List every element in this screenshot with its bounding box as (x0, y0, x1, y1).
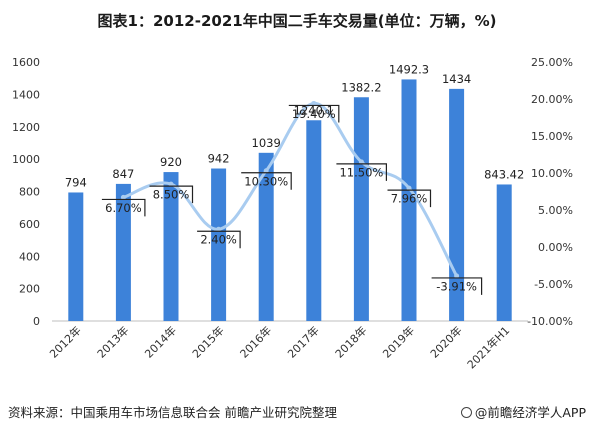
left-axis-tick-label: 1400 (12, 88, 40, 101)
right-axis-tick-label: 25.00% (531, 56, 573, 69)
growth-rate-label: 19.40% (292, 107, 336, 121)
footer: 资料来源：中国乘用车市场信息联合会 前瞻产业研究院整理 @前瞻经济学人APP (0, 396, 594, 429)
bar-value-label: 843.42 (484, 167, 524, 181)
bar (496, 184, 512, 321)
growth-rate-point (263, 168, 269, 174)
right-axis-tick-label: 5.00% (538, 204, 573, 217)
bar-value-label: 847 (112, 167, 134, 181)
growth-rate-point (120, 194, 126, 200)
bar (115, 183, 131, 321)
growth-rate-label: 2.40% (200, 233, 237, 247)
left-axis-tick-label: 1600 (12, 56, 40, 69)
growth-rate-point (358, 159, 364, 165)
growth-label-bracket (288, 104, 340, 123)
x-axis-category-label: 2021年H1 (464, 323, 512, 371)
x-axis-category-label: 2018年 (332, 323, 369, 360)
bar (68, 192, 84, 321)
left-axis-tick-label: 200 (19, 283, 40, 296)
bar-value-label: 1492.3 (389, 62, 429, 76)
growth-rate-label: 8.50% (153, 188, 190, 202)
right-axis-tick-label: 10.00% (531, 167, 573, 180)
bar-value-label: 1039 (252, 136, 281, 150)
bar-value-label: 794 (65, 175, 87, 189)
right-axis-tick-label: -5.00% (534, 278, 573, 291)
right-axis-tick-label: 15.00% (531, 130, 573, 143)
growth-label-bracket (101, 198, 146, 217)
growth-rate-point (311, 100, 317, 106)
growth-rate-label: 10.30% (244, 174, 288, 188)
growth-label-bracket (387, 189, 432, 208)
bar-value-label: 1434 (442, 72, 471, 86)
bar-value-label: 1240.1 (294, 103, 334, 117)
growth-rate-point (216, 226, 222, 232)
right-axis-tick-label: -10.00% (527, 315, 573, 328)
x-axis-category-label: 2019年 (380, 323, 417, 360)
right-axis-tick-label: 0.00% (538, 241, 573, 254)
bar-value-label: 1382.2 (341, 80, 381, 94)
growth-rate-point (454, 273, 460, 279)
growth-label-bracket (241, 172, 292, 190)
bar (449, 88, 465, 321)
left-axis-tick-label: 1200 (12, 121, 40, 134)
growth-label-bracket (149, 185, 194, 204)
growth-rate-point (168, 181, 174, 187)
x-axis-category-label: 2013年 (94, 323, 131, 360)
right-axis-tick-label: 20.00% (531, 93, 573, 106)
bar (353, 97, 369, 321)
left-axis-tick-label: 600 (19, 218, 40, 231)
left-axis-tick-label: 800 (19, 186, 40, 199)
bar (306, 120, 322, 321)
growth-rate-label: -3.91% (436, 279, 477, 293)
x-axis-category-label: 2020年 (427, 323, 464, 360)
growth-label-bracket (431, 277, 483, 295)
x-axis-category-label: 2012年 (46, 323, 83, 360)
chart-title: 图表1：2012-2021年中国二手车交易量(单位：万辆，%) (97, 12, 497, 30)
x-axis-category-label: 2015年 (189, 323, 226, 360)
bar (163, 172, 179, 321)
bar-value-label: 942 (208, 152, 230, 166)
bar-line-combo-chart: 0 200 400 600 800 1000 1200 1400 1600 -10.00% -5.0… (12, 56, 573, 371)
growth-rate-label: 7.96% (391, 192, 428, 206)
x-axis-category-label: 2016年 (237, 323, 274, 360)
growth-rate-label: 6.70% (105, 201, 142, 215)
brand-logo-icon (460, 407, 472, 418)
bar (401, 79, 417, 322)
source-note: 资料来源：中国乘用车市场信息联合会 前瞻产业研究院整理 (8, 405, 337, 420)
growth-label-bracket (197, 230, 241, 249)
bar-value-label: 920 (160, 155, 182, 169)
x-axis-category-label: 2017年 (284, 323, 321, 360)
bar (258, 152, 274, 321)
x-axis-category-label: 2014年 (142, 323, 179, 360)
brand-label: @前瞻经济学人APP (474, 405, 586, 420)
left-axis-tick-label: 0 (33, 315, 40, 328)
bar (211, 168, 227, 321)
growth-label-bracket (336, 163, 387, 181)
left-axis-tick-label: 400 (19, 250, 40, 263)
brand-credit: @前瞻经济学人APP (460, 402, 586, 421)
growth-rate-point (406, 185, 412, 191)
growth-rate-label: 11.50% (339, 165, 383, 179)
left-axis-tick-label: 1000 (12, 153, 40, 166)
